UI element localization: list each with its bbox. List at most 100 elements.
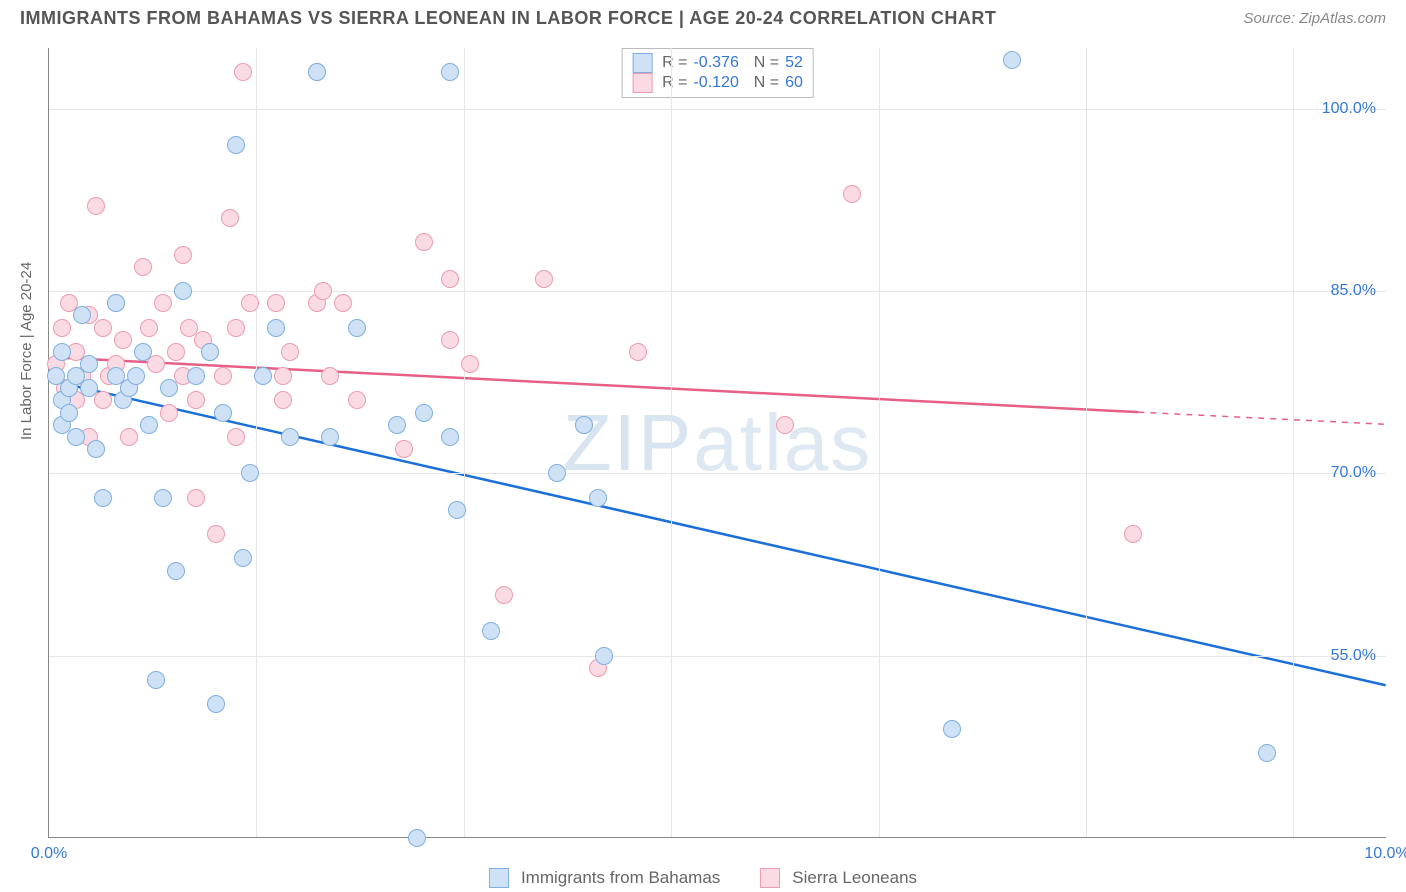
scatter-point (227, 319, 245, 337)
scatter-point (334, 294, 352, 312)
scatter-point (154, 489, 172, 507)
scatter-point (53, 319, 71, 337)
scatter-point (67, 428, 85, 446)
scatter-point (174, 246, 192, 264)
scatter-point (154, 294, 172, 312)
scatter-point (415, 404, 433, 422)
scatter-point (73, 306, 91, 324)
scatter-point (174, 282, 192, 300)
scatter-point (187, 489, 205, 507)
chart-header: IMMIGRANTS FROM BAHAMAS VS SIERRA LEONEA… (0, 0, 1406, 33)
scatter-point (147, 355, 165, 373)
scatter-point (234, 549, 252, 567)
scatter-point (448, 501, 466, 519)
scatter-point (140, 319, 158, 337)
scatter-point (348, 391, 366, 409)
gridline-v (1293, 48, 1294, 837)
scatter-point (227, 136, 245, 154)
scatter-point (221, 209, 239, 227)
legend-n-value: 60 (785, 74, 803, 92)
trend-lines-svg (49, 48, 1386, 837)
scatter-point (415, 233, 433, 251)
scatter-point (60, 404, 78, 422)
scatter-point (114, 331, 132, 349)
scatter-point (441, 428, 459, 446)
scatter-point (575, 416, 593, 434)
scatter-point (241, 294, 259, 312)
scatter-point (321, 428, 339, 446)
scatter-point (1124, 525, 1142, 543)
scatter-point (321, 367, 339, 385)
correlation-legend: R = -0.376 N = 52R = -0.120 N = 60 (621, 48, 814, 98)
scatter-point (214, 404, 232, 422)
scatter-point (140, 416, 158, 434)
scatter-point (234, 63, 252, 81)
legend-n-value: 52 (785, 54, 803, 72)
y-tick-label: 70.0% (1331, 464, 1376, 482)
gridline-h (49, 656, 1386, 657)
legend-correlation-row: R = -0.376 N = 52 (632, 53, 803, 73)
scatter-point (147, 671, 165, 689)
legend-r-label: R = (662, 74, 687, 92)
gridline-v (256, 48, 257, 837)
legend-series-label: Immigrants from Bahamas (521, 868, 720, 888)
scatter-point (348, 319, 366, 337)
legend-series-item: Sierra Leoneans (760, 868, 917, 888)
gridline-h (49, 291, 1386, 292)
y-tick-label: 100.0% (1322, 100, 1376, 118)
scatter-point (201, 343, 219, 361)
legend-correlation-row: R = -0.120 N = 60 (632, 73, 803, 93)
scatter-point (267, 319, 285, 337)
scatter-point (120, 428, 138, 446)
chart-source: Source: ZipAtlas.com (1243, 10, 1386, 27)
scatter-point (207, 695, 225, 713)
scatter-point (441, 63, 459, 81)
scatter-point (776, 416, 794, 434)
scatter-point (308, 63, 326, 81)
scatter-point (1003, 51, 1021, 69)
scatter-point (281, 428, 299, 446)
scatter-point (134, 258, 152, 276)
scatter-point (214, 367, 232, 385)
scatter-point (187, 367, 205, 385)
legend-swatch (760, 868, 780, 888)
scatter-point (274, 391, 292, 409)
scatter-point (267, 294, 285, 312)
scatter-point (241, 464, 259, 482)
scatter-point (134, 343, 152, 361)
scatter-point (254, 367, 272, 385)
scatter-point (281, 343, 299, 361)
scatter-point (160, 379, 178, 397)
scatter-point (127, 367, 145, 385)
scatter-point (629, 343, 647, 361)
legend-swatch (632, 73, 652, 93)
scatter-point (314, 282, 332, 300)
gridline-v (1086, 48, 1087, 837)
x-tick-label: 0.0% (31, 845, 67, 863)
scatter-point (388, 416, 406, 434)
scatter-point (589, 489, 607, 507)
scatter-point (943, 720, 961, 738)
legend-n-label: N = (745, 54, 779, 72)
legend-swatch (632, 53, 652, 73)
x-tick-label: 10.0% (1364, 845, 1406, 863)
legend-n-label: N = (745, 74, 779, 92)
scatter-point (548, 464, 566, 482)
scatter-point (94, 489, 112, 507)
gridline-v (879, 48, 880, 837)
scatter-point (207, 525, 225, 543)
scatter-point (441, 270, 459, 288)
gridline-h (49, 109, 1386, 110)
gridline-v (464, 48, 465, 837)
scatter-point (495, 586, 513, 604)
scatter-point (395, 440, 413, 458)
scatter-point (160, 404, 178, 422)
legend-r-value: -0.376 (693, 54, 738, 72)
scatter-point (94, 319, 112, 337)
scatter-point (107, 294, 125, 312)
scatter-point (87, 440, 105, 458)
scatter-point (441, 331, 459, 349)
series-legend: Immigrants from Bahamas Sierra Leoneans (489, 868, 917, 888)
scatter-point (482, 622, 500, 640)
scatter-point (53, 343, 71, 361)
